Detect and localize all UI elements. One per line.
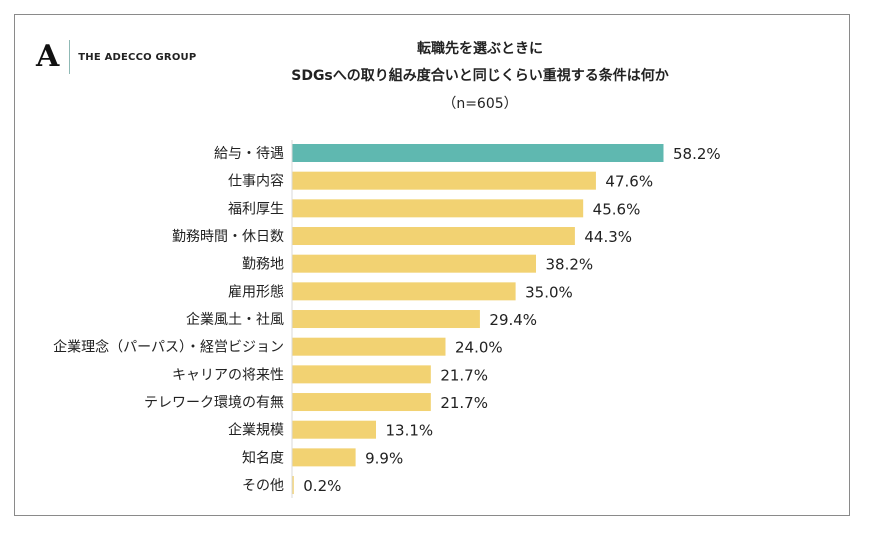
category-label: 企業理念（パーパス）・経営ビジョン bbox=[53, 339, 284, 356]
category-label: 勤務地 bbox=[242, 257, 284, 273]
value-label: 24.0% bbox=[455, 339, 503, 357]
category-label: 雇用形態 bbox=[228, 283, 284, 300]
chart-title-line2: SDGsへの取り組み度合いと同じくらい重視する条件は何か bbox=[291, 68, 669, 84]
chart-title-line1: 転職先を選ぶときに bbox=[417, 41, 543, 57]
value-label: 0.2% bbox=[303, 477, 341, 495]
adecco-logo: A THE ADECCO GROUP bbox=[36, 40, 196, 74]
value-label: 29.4% bbox=[489, 311, 537, 329]
value-label: 21.7% bbox=[440, 394, 488, 412]
category-label: テレワーク環境の有無 bbox=[144, 395, 284, 411]
chart-subtitle: （n=605） bbox=[442, 96, 518, 112]
value-label: 21.7% bbox=[440, 366, 488, 384]
bar bbox=[292, 227, 575, 246]
bar bbox=[292, 310, 480, 329]
bar bbox=[292, 282, 516, 301]
value-label: 13.1% bbox=[386, 422, 434, 440]
category-label: 企業規模 bbox=[228, 422, 284, 439]
value-label: 38.2% bbox=[546, 256, 594, 274]
chart-frame bbox=[14, 14, 850, 516]
value-label: 58.2% bbox=[673, 145, 721, 163]
bar bbox=[292, 171, 596, 190]
category-label: 仕事内容 bbox=[228, 173, 284, 190]
value-label: 45.6% bbox=[593, 200, 641, 218]
bar bbox=[292, 199, 584, 218]
bar bbox=[292, 254, 537, 273]
logo-text: THE ADECCO GROUP bbox=[78, 51, 197, 63]
bar bbox=[292, 448, 356, 467]
bar bbox=[292, 420, 377, 439]
category-label: 企業風土・社風 bbox=[186, 311, 284, 328]
bar bbox=[292, 476, 294, 495]
category-label: 勤務時間・休日数 bbox=[172, 229, 284, 245]
category-label: 福利厚生 bbox=[228, 201, 284, 217]
logo-mark-icon: A bbox=[36, 39, 60, 74]
bar bbox=[292, 337, 446, 356]
category-label: その他 bbox=[242, 478, 284, 494]
bar bbox=[292, 144, 664, 162]
logo-divider bbox=[69, 40, 71, 74]
value-label: 44.3% bbox=[584, 228, 632, 246]
bar bbox=[292, 365, 431, 384]
category-label: 給与・待遇 bbox=[214, 146, 284, 162]
value-label: 47.6% bbox=[605, 173, 653, 191]
category-label: 知名度 bbox=[242, 449, 284, 466]
category-label: キャリアの将来性 bbox=[172, 367, 284, 383]
value-label: 35.0% bbox=[525, 283, 573, 301]
bar bbox=[292, 393, 431, 412]
value-label: 9.9% bbox=[365, 449, 403, 467]
